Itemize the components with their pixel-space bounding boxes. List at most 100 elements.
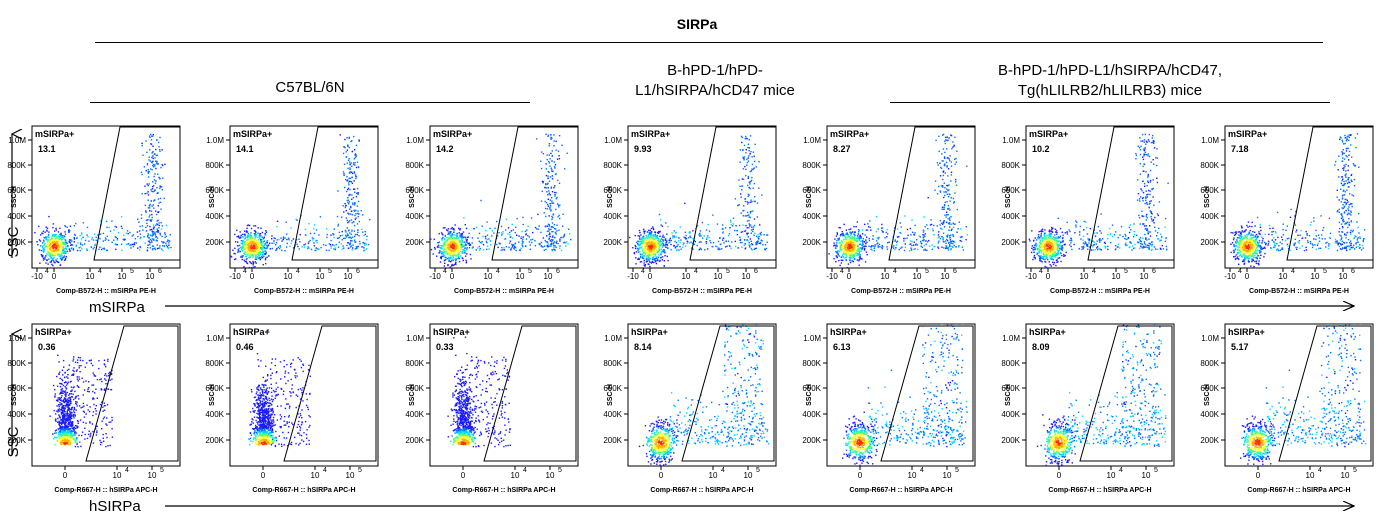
y-tick-label: 400K <box>1001 212 1020 221</box>
x-tick-label: 0 <box>648 272 653 281</box>
x-axis-label: Comp-B572-H :: mSIRPa PE-H <box>454 288 554 295</box>
x-axis-label: Comp-B572-H :: mSIRPa PE-H <box>56 288 156 295</box>
gate-value: 8.27 <box>833 144 851 154</box>
scatter-points <box>447 336 511 448</box>
x-axis-label-mSIRPa: mSIRPa <box>89 299 146 316</box>
gate-label: mSIRPa+ <box>433 129 472 139</box>
y-tick-label: 800K <box>1001 161 1020 170</box>
x-tick-exponent: 4 <box>496 268 500 275</box>
y-axis-label: SSC-H <box>1204 384 1211 406</box>
x-tick-label: 10 <box>1080 272 1089 281</box>
y-tick-label: 200K <box>1001 436 1020 445</box>
x-tick-exponent: 4 <box>1092 268 1096 275</box>
gate-label: hSIRPa+ <box>631 327 668 337</box>
x-tick-exponent: 5 <box>358 467 362 474</box>
figure-title: SIRPa <box>676 16 718 32</box>
y-tick-label: 600K <box>405 384 424 393</box>
y-tick-label: 600K <box>1200 186 1219 195</box>
x-tick-label: 0 <box>450 272 455 281</box>
gate-value: 8.14 <box>634 342 652 352</box>
x-tick-label: 10 <box>1311 272 1320 281</box>
x-tick-label: 0 <box>52 272 57 281</box>
x-tick-exponent: 5 <box>160 467 164 474</box>
x-tick-label: 10 <box>344 272 353 281</box>
y-tick-label: 400K <box>603 410 622 419</box>
x-tick-label: 0 <box>1057 471 1062 480</box>
y-tick-label: 200K <box>802 238 821 247</box>
y-tick-label: 800K <box>802 359 821 368</box>
x-tick-label: 10 <box>941 272 950 281</box>
y-tick-label: 400K <box>7 212 26 221</box>
x-tick-exponent: 5 <box>328 268 332 275</box>
gate-label: hSIRPa+ <box>433 327 470 337</box>
group-label-c57: C57BL/6N <box>275 79 345 96</box>
x-tick-label: 10 <box>544 272 553 281</box>
x-tick-label: 10 <box>113 471 122 480</box>
x-tick-label: 0 <box>858 471 863 480</box>
y-axis-label: SSC-H <box>409 186 416 208</box>
x-tick-exponent: 4 <box>893 268 897 275</box>
x-tick-label: 10 <box>943 471 952 480</box>
gate-label: hSIRPa+ <box>233 327 270 337</box>
x-tick-label: -10 <box>1025 272 1037 281</box>
x-tick-exponent: 6 <box>1152 268 1156 275</box>
y-tick-label: 800K <box>7 161 26 170</box>
y-tick-label: 400K <box>1001 410 1020 419</box>
y-tick-label: 1.0M <box>206 136 224 145</box>
gate-label: mSIRPa+ <box>1029 129 1068 139</box>
x-tick-label: 10 <box>1279 272 1288 281</box>
y-tick-label: 800K <box>1200 359 1219 368</box>
x-tick-exponent: 5 <box>925 268 929 275</box>
y-tick-label: 600K <box>7 384 26 393</box>
x-tick-label: 10 <box>86 272 95 281</box>
ssc-label-row1: SSC <box>5 226 22 257</box>
gate-label: hSIRPa+ <box>1029 327 1066 337</box>
x-axis-label: Comp-R667-H :: hSIRPa APC-H <box>1247 487 1350 494</box>
y-axis-label: SSC-H <box>1005 186 1012 208</box>
gate-value: 14.2 <box>436 144 454 154</box>
y-tick-label: 400K <box>1200 212 1219 221</box>
x-tick-exponent: 6 <box>158 268 162 275</box>
y-tick-label: 600K <box>1200 384 1219 393</box>
x-tick-label: 10 <box>346 471 355 480</box>
x-tick-label: -10 <box>826 272 838 281</box>
y-tick-label: 600K <box>802 384 821 393</box>
y-tick-label: 1.0M <box>8 136 26 145</box>
x-tick-exponent: 6 <box>754 268 758 275</box>
x-tick-label: 10 <box>146 272 155 281</box>
x-tick-label: 0 <box>1046 272 1051 281</box>
x-tick-label: 10 <box>284 272 293 281</box>
gate-value: 14.1 <box>236 144 254 154</box>
x-tick-exponent: 4 <box>920 467 924 474</box>
x-tick-label: 10 <box>742 272 751 281</box>
plot-mSIRPa-3: mSIRPa+14.2200K400K600K800K1.0MSSC-H-104… <box>405 125 579 295</box>
x-tick-exponent: 5 <box>1353 467 1357 474</box>
x-tick-label: 10 <box>714 272 723 281</box>
x-axis-label: Comp-R667-H :: hSIRPa APC-H <box>252 487 355 494</box>
gate-polygon <box>888 126 976 261</box>
y-axis-label: SSC-H <box>806 186 813 208</box>
plot-mSIRPa-1: mSIRPa+13.1200K400K600K800K1.0MSSC-H-104… <box>7 125 181 295</box>
gate-polygon <box>93 126 181 261</box>
y-axis-label: SSC-H <box>11 384 18 406</box>
scatter-points <box>1230 133 1366 268</box>
y-axis-label: SSC-H <box>409 384 416 406</box>
x-tick-label: 0 <box>1256 471 1261 480</box>
x-axis-label: Comp-B572-H :: mSIRPa PE-H <box>851 288 951 295</box>
y-tick-label: 800K <box>802 161 821 170</box>
x-tick-exponent: 4 <box>641 268 645 275</box>
scatter-points <box>248 329 311 448</box>
x-axis-label: Comp-B572-H :: mSIRPa PE-H <box>652 288 752 295</box>
x-tick-label: 10 <box>881 272 890 281</box>
x-tick-label: -10 <box>31 272 43 281</box>
y-tick-label: 1.0M <box>8 334 26 343</box>
y-tick-label: 1.0M <box>1201 136 1219 145</box>
x-tick-exponent: 4 <box>323 467 327 474</box>
x-tick-label: 10 <box>1142 471 1151 480</box>
title-underline <box>95 42 1323 43</box>
y-tick-label: 1.0M <box>1002 136 1020 145</box>
x-tick-label: 10 <box>1107 471 1116 480</box>
y-tick-label: 600K <box>802 186 821 195</box>
